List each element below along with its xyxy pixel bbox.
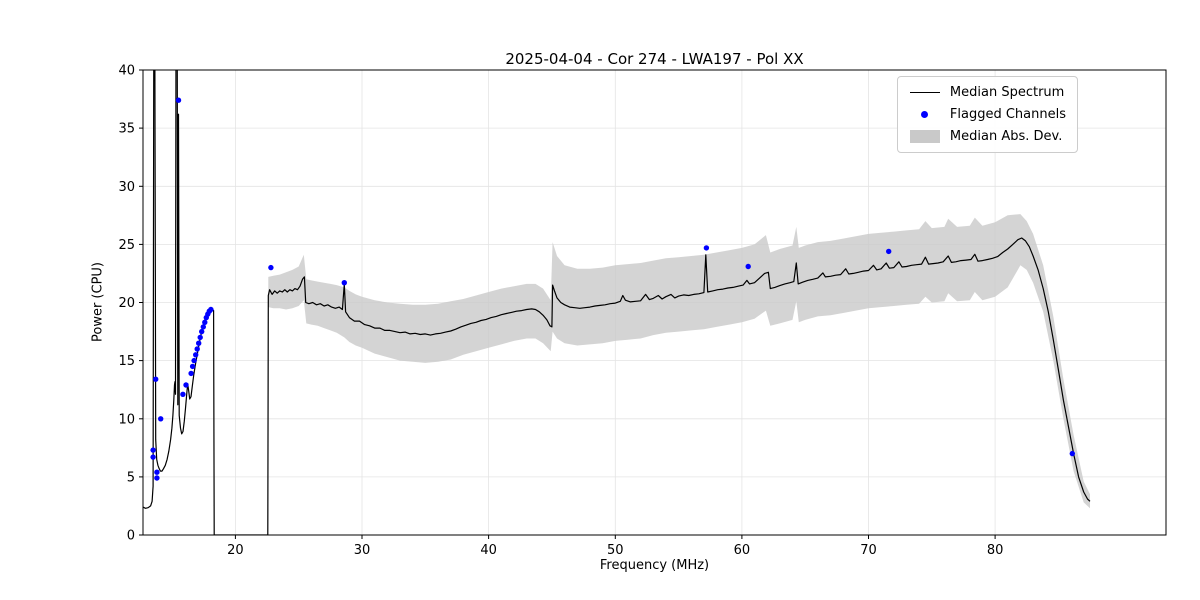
svg-text:60: 60 — [734, 543, 751, 558]
legend: Median Spectrum Flagged Channels Median … — [896, 76, 1078, 153]
svg-text:30: 30 — [354, 543, 371, 558]
svg-text:50: 50 — [607, 543, 624, 558]
svg-text:0: 0 — [127, 529, 135, 544]
svg-text:70: 70 — [860, 543, 877, 558]
svg-text:10: 10 — [118, 412, 135, 427]
svg-text:30: 30 — [118, 180, 135, 195]
svg-text:35: 35 — [118, 122, 135, 137]
line-swatch-icon — [909, 92, 940, 93]
legend-swatch — [909, 86, 941, 100]
chart-title: 2025-04-04 - Cor 274 - LWA197 - Pol XX — [505, 50, 804, 68]
legend-item-median-abs-dev: Median Abs. Dev. — [909, 129, 1066, 144]
legend-item-median-spectrum: Median Spectrum — [909, 85, 1066, 100]
legend-label: Flagged Channels — [949, 107, 1066, 122]
svg-text:20: 20 — [227, 543, 244, 558]
legend-swatch — [909, 130, 941, 144]
dot-swatch-icon — [921, 111, 929, 118]
svg-text:80: 80 — [987, 543, 1004, 558]
patch-swatch-icon — [909, 130, 940, 143]
legend-label: Median Spectrum — [949, 85, 1065, 100]
legend-label: Median Abs. Dev. — [949, 129, 1063, 144]
svg-text:15: 15 — [118, 354, 135, 369]
svg-text:5: 5 — [127, 470, 135, 485]
y-ticks: 0 5 10 15 20 25 30 35 40 — [118, 64, 143, 544]
x-axis-label: Frequency (MHz) — [599, 558, 710, 573]
svg-text:40: 40 — [118, 64, 135, 79]
svg-text:40: 40 — [480, 543, 497, 558]
svg-text:25: 25 — [118, 238, 135, 253]
y-axis-label: Power (CPU) — [90, 261, 106, 343]
mad-band — [268, 214, 1090, 509]
x-ticks: 20 30 40 50 60 70 80 — [227, 535, 1003, 558]
legend-item-flagged-channels: Flagged Channels — [909, 107, 1066, 122]
median-spectrum-line — [143, 70, 1091, 535]
legend-swatch — [909, 108, 941, 122]
svg-text:20: 20 — [118, 296, 135, 311]
flagged-channels — [150, 97, 1076, 481]
